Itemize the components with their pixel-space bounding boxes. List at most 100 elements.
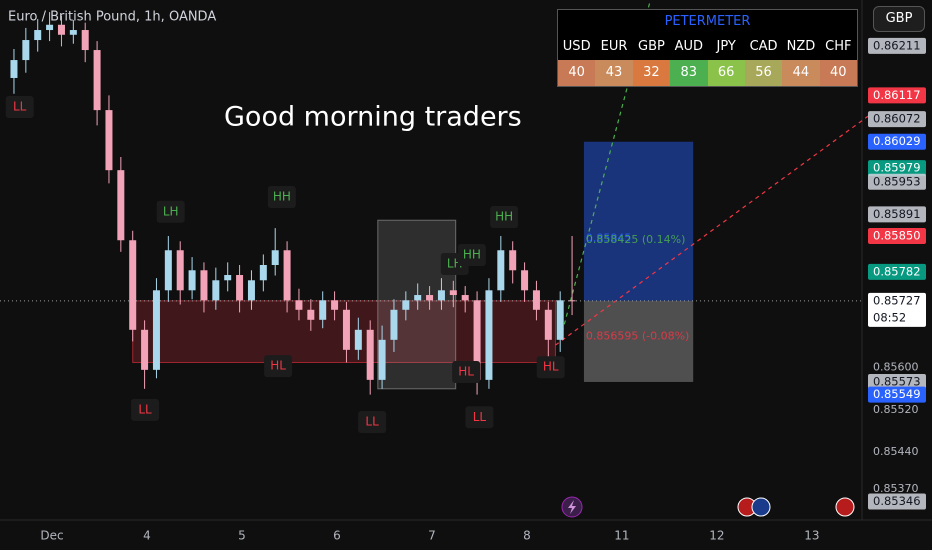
meter-currencies: USD EUR GBP AUD JPY CAD NZD CHF — [558, 34, 857, 60]
candle-body — [259, 265, 267, 281]
countdown: 08:52 — [873, 310, 906, 324]
price-tag: 0.85727 — [873, 293, 921, 307]
swing-label-bg — [465, 406, 494, 429]
price-tag: 0.85549 — [873, 387, 921, 401]
labels: LLLHHHHLLLLLHLLLHHLHHHHL0.858450.858425 … — [5, 95, 689, 434]
meter-values: 40 43 32 83 66 56 44 40 — [558, 60, 857, 86]
x-tick-label: Dec — [40, 529, 63, 543]
price-tag-bg — [868, 228, 926, 245]
candle-body — [57, 24, 65, 35]
swing-label: HH — [273, 190, 291, 204]
swing-label: HL — [543, 360, 559, 374]
candle-body — [354, 329, 362, 350]
x-tick-label: 12 — [709, 529, 724, 543]
candle-body — [247, 280, 255, 301]
price-tag: 0.86117 — [873, 88, 921, 102]
annotation: Good morning traders — [224, 102, 522, 133]
candle-body — [164, 250, 172, 291]
swing-label-bg — [536, 356, 565, 379]
candles — [10, 12, 576, 395]
meter-value: 83 — [670, 60, 708, 86]
price-tag-bg — [868, 493, 926, 510]
x-tick-label: 6 — [333, 529, 341, 543]
event-icons — [561, 496, 855, 518]
price-tag-bg — [868, 206, 926, 223]
swing-label-bg — [452, 360, 481, 383]
y-tick-label: 0.85520 — [873, 403, 919, 416]
chart-title: Euro / British Pound, 1h, OANDA — [8, 10, 216, 25]
meter-value: 44 — [782, 60, 820, 86]
price-tag: 0.85573 — [873, 374, 921, 388]
swing-label-bg — [5, 95, 34, 118]
candle-body — [152, 290, 160, 370]
price-tag-bg — [868, 263, 926, 280]
price-tag-bg — [868, 87, 926, 104]
x-tick-label: 13 — [804, 529, 819, 543]
y-tick-label: 0.85600 — [873, 361, 919, 374]
swing-label: HL — [270, 359, 286, 373]
event-icon — [835, 497, 855, 517]
meter-currency: GBP — [638, 39, 665, 54]
price-tag: 0.85782 — [873, 264, 921, 278]
swing-label-bg — [156, 200, 185, 223]
price-tag: 0.85891 — [873, 207, 921, 221]
swing-label: HH — [495, 210, 513, 224]
meter-currency: NZD — [786, 39, 816, 54]
meter-value: 66 — [707, 60, 745, 86]
price-tag: 0.86211 — [873, 38, 921, 52]
swing-label: LL — [138, 402, 152, 416]
candle-body — [544, 309, 552, 340]
swing-label-bg — [358, 411, 387, 434]
lines — [0, 0, 871, 346]
candle-body — [141, 329, 149, 370]
candle-body — [497, 250, 505, 291]
price-tag-bg — [868, 292, 926, 327]
y-tick-label: 0.85370 — [873, 482, 919, 495]
candle-body — [426, 295, 434, 301]
swing-label: LL — [473, 410, 487, 424]
price-tag-bg — [868, 386, 926, 403]
candle-body — [378, 339, 386, 380]
candle-body — [509, 250, 517, 271]
price-tag-bg — [868, 133, 926, 150]
price-tag-bg — [868, 160, 926, 177]
candle-body — [414, 295, 422, 301]
price-tag: 0.85953 — [873, 174, 921, 188]
currency-button[interactable]: GBP — [873, 6, 925, 32]
swing-label-bg — [131, 398, 160, 421]
swing-label: HH — [463, 247, 481, 261]
meter-value: 43 — [595, 60, 633, 86]
candle-body — [129, 240, 137, 330]
x-tick-label: 5 — [238, 529, 246, 543]
meter-value: 40 — [819, 60, 857, 86]
candle-body — [521, 270, 529, 291]
candle-body — [93, 50, 101, 111]
candle-body — [46, 24, 54, 31]
candle-body — [10, 60, 18, 78]
candle-body — [402, 300, 410, 310]
candle-body — [473, 300, 481, 380]
candle-body — [568, 300, 576, 302]
meter-value: 32 — [632, 60, 671, 86]
candle-body — [105, 110, 113, 171]
swing-label-bg — [490, 206, 519, 229]
y-tick-label: 0.85440 — [873, 445, 919, 458]
meter-currency: CAD — [749, 39, 778, 54]
x-tick-label: 4 — [143, 529, 151, 543]
candle-body — [236, 275, 244, 301]
candle-body — [449, 290, 457, 296]
price-tag-bg — [868, 37, 926, 54]
candle-body — [307, 309, 315, 320]
candle-body — [331, 300, 339, 310]
swing-label-bg — [267, 186, 296, 209]
candle-body — [34, 30, 42, 41]
meter-title: PETERMETER — [664, 14, 751, 29]
x-tick-label: 8 — [523, 529, 531, 543]
price-tag: 0.86029 — [873, 134, 921, 148]
candle-body — [212, 280, 220, 301]
price-tag: 0.85850 — [873, 229, 921, 243]
price-tag-bg — [868, 173, 926, 190]
